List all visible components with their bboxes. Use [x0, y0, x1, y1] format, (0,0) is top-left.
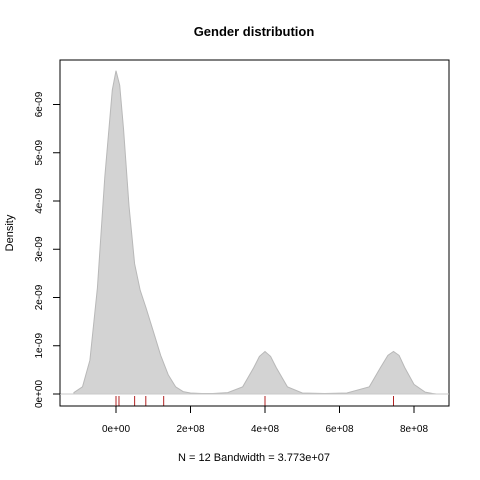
density-area [73, 70, 437, 395]
x-tick-label: 2e+08 [176, 424, 205, 435]
y-tick-label: 3e-09 [34, 236, 45, 262]
x-tick-label: 0e+00 [102, 424, 131, 435]
plot-area [60, 70, 449, 406]
x-axis: 0e+00 2e+08 4e+08 6e+08 8e+08 [102, 405, 429, 435]
y-tick-label: 0e+00 [34, 380, 45, 409]
chart-title: Gender distribution [194, 24, 315, 39]
x-axis-label: N = 12 Bandwidth = 3.773e+07 [178, 452, 330, 464]
y-tick-label: 5e-09 [34, 140, 45, 166]
y-tick-label: 6e-09 [34, 91, 45, 117]
y-axis-label: Density [4, 214, 16, 251]
y-tick-label: 1e-09 [34, 333, 45, 359]
x-tick-label: 4e+08 [251, 424, 280, 435]
y-axis: 0e+00 1e-09 2e-09 3e-09 4e-09 5e-09 6e-09 [34, 91, 61, 409]
y-tick-label: 2e-09 [34, 284, 45, 310]
x-tick-label: 6e+08 [325, 424, 354, 435]
y-tick-label: 4e-09 [34, 188, 45, 214]
x-tick-label: 8e+08 [400, 424, 429, 435]
